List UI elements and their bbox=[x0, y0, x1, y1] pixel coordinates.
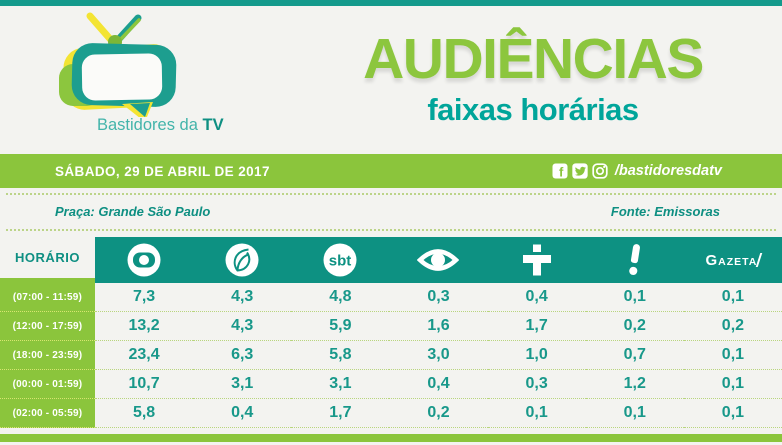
brand-logo: Bastidores da TV bbox=[48, 12, 268, 142]
rating-value: 1,0 bbox=[487, 341, 586, 370]
rating-value: 0,1 bbox=[585, 283, 684, 312]
rating-value: 3,0 bbox=[389, 341, 488, 370]
social-links: f /bastidoresdatv bbox=[552, 163, 722, 179]
sbt-logo-icon: sbt bbox=[291, 237, 390, 283]
rating-value: 4,3 bbox=[193, 283, 292, 312]
cultura-logo-icon bbox=[487, 237, 586, 283]
table-row: (02:00 - 05:59) 5,8 0,4 1,7 0,2 0,1 0,1 … bbox=[0, 399, 782, 428]
rating-value: 0,4 bbox=[487, 283, 586, 312]
record-logo-icon bbox=[193, 237, 292, 283]
rating-value: 10,7 bbox=[95, 370, 194, 399]
tv-logo-icon bbox=[59, 12, 177, 122]
time-column-header: HORÁRIO bbox=[0, 237, 95, 283]
band-logo-icon bbox=[389, 237, 488, 283]
brand-caption-bold: TV bbox=[202, 116, 224, 134]
twitter-icon bbox=[572, 163, 588, 179]
brand-caption-regular: Bastidores da bbox=[97, 116, 203, 134]
rating-value: 1,6 bbox=[389, 312, 488, 341]
rating-value: 0,2 bbox=[585, 312, 684, 341]
rating-value: 1,7 bbox=[487, 312, 586, 341]
page-title: AUDIÊNCIAS bbox=[363, 27, 704, 91]
rating-value: 5,9 bbox=[291, 312, 390, 341]
rating-value: 13,2 bbox=[95, 312, 194, 341]
rating-value: 0,7 bbox=[585, 341, 684, 370]
gazeta-logo-icon: GAZETA bbox=[683, 237, 782, 283]
source-label: Fonte: Emissoras bbox=[610, 204, 720, 219]
globo-logo-icon bbox=[95, 237, 194, 283]
rating-value: 0,1 bbox=[585, 399, 684, 428]
instagram-icon bbox=[592, 163, 608, 179]
rating-value: 0,1 bbox=[683, 283, 782, 312]
rating-value: 0,2 bbox=[683, 312, 782, 341]
top-accent-bar bbox=[0, 0, 782, 6]
svg-text:sbt: sbt bbox=[329, 253, 352, 270]
dotted-separator bbox=[6, 193, 776, 195]
title-block: AUDIÊNCIAS faixas horárias bbox=[300, 27, 766, 128]
rating-value: 0,1 bbox=[683, 399, 782, 428]
rating-value: 1,2 bbox=[585, 370, 684, 399]
place-label: Praça: Grande São Paulo bbox=[55, 204, 211, 219]
rating-value: 3,1 bbox=[291, 370, 390, 399]
svg-text:f: f bbox=[559, 164, 564, 179]
rating-value: 7,3 bbox=[95, 283, 194, 312]
ratings-table-header: HORÁRIO sbt bbox=[0, 237, 782, 283]
rating-value: 3,1 bbox=[193, 370, 292, 399]
date-text: SÁBADO, 29 DE ABRIL DE 2017 bbox=[55, 163, 270, 179]
table-row: (18:00 - 23:59) 23,4 6,3 5,8 3,0 1,0 0,7… bbox=[0, 341, 782, 370]
rating-value: 5,8 bbox=[95, 399, 194, 428]
rating-value: 23,4 bbox=[95, 341, 194, 370]
rating-value: 0,4 bbox=[389, 370, 488, 399]
time-slot-label: (02:00 - 05:59) bbox=[0, 399, 95, 428]
time-slot-label: (00:00 - 01:59) bbox=[0, 370, 95, 399]
table-row: (07:00 - 11:59) 7,3 4,3 4,8 0,3 0,4 0,1 … bbox=[0, 283, 782, 312]
bottom-accent-bar bbox=[0, 434, 782, 442]
facebook-icon: f bbox=[552, 163, 568, 179]
dotted-separator bbox=[6, 229, 776, 231]
rating-value: 0,1 bbox=[683, 341, 782, 370]
table-row: (00:00 - 01:59) 10,7 3,1 3,1 0,4 0,3 1,2… bbox=[0, 370, 782, 399]
date-bar: SÁBADO, 29 DE ABRIL DE 2017 f /bastidore… bbox=[0, 154, 782, 188]
brand-caption: Bastidores da TV bbox=[97, 116, 224, 135]
rating-value: 0,1 bbox=[683, 370, 782, 399]
rating-value: 1,7 bbox=[291, 399, 390, 428]
social-handle: /bastidoresdatv bbox=[614, 163, 722, 179]
time-slot-label: (07:00 - 11:59) bbox=[0, 283, 95, 312]
page-subtitle: faixas horárias bbox=[427, 91, 639, 127]
rating-value: 0,2 bbox=[389, 399, 488, 428]
rating-value: 5,8 bbox=[291, 341, 390, 370]
rating-value: 0,4 bbox=[193, 399, 292, 428]
rating-value: 6,3 bbox=[193, 341, 292, 370]
rating-value: 4,3 bbox=[193, 312, 292, 341]
ratings-table: (07:00 - 11:59) 7,3 4,3 4,8 0,3 0,4 0,1 … bbox=[0, 283, 782, 428]
table-row: (12:00 - 17:59) 13,2 4,3 5,9 1,6 1,7 0,2… bbox=[0, 312, 782, 341]
time-slot-label: (18:00 - 23:59) bbox=[0, 341, 95, 370]
rating-value: 0,1 bbox=[487, 399, 586, 428]
rating-value: 4,8 bbox=[291, 283, 390, 312]
rating-value: 0,3 bbox=[487, 370, 586, 399]
rating-value: 0,3 bbox=[389, 283, 488, 312]
redetv-logo-icon bbox=[585, 237, 684, 283]
time-slot-label: (12:00 - 17:59) bbox=[0, 312, 95, 341]
